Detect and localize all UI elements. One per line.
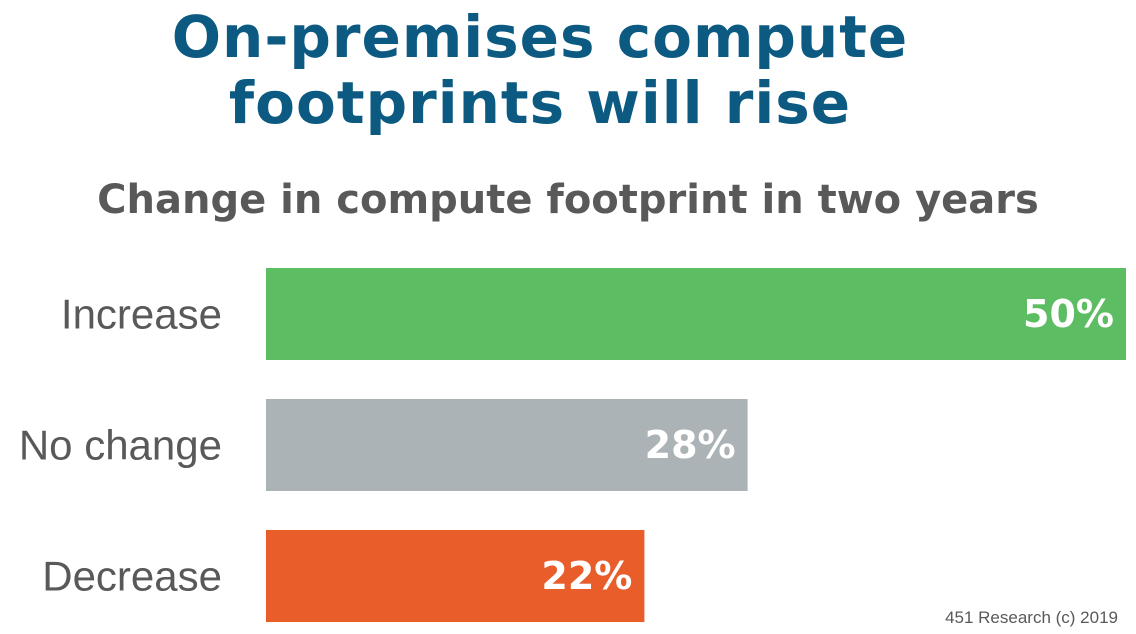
category-label: Increase [61, 291, 222, 338]
bar-no-change [266, 399, 748, 491]
title-line-1: On-premises compute [171, 3, 909, 71]
value-label: 28% [645, 423, 736, 467]
bar-decrease [266, 530, 645, 622]
bar-increase [266, 268, 1126, 360]
chart-title: Change in compute footprint in two years [97, 177, 1039, 223]
category-label: No change [19, 422, 222, 469]
page-title: On-premises compute footprints will rise [0, 4, 1080, 136]
value-label: 22% [541, 554, 632, 598]
value-label: 50% [1023, 292, 1114, 336]
title-line-2: footprints will rise [228, 69, 852, 137]
source-credit: 451 Research (c) 2019 [945, 608, 1118, 627]
category-label: Decrease [42, 553, 222, 600]
